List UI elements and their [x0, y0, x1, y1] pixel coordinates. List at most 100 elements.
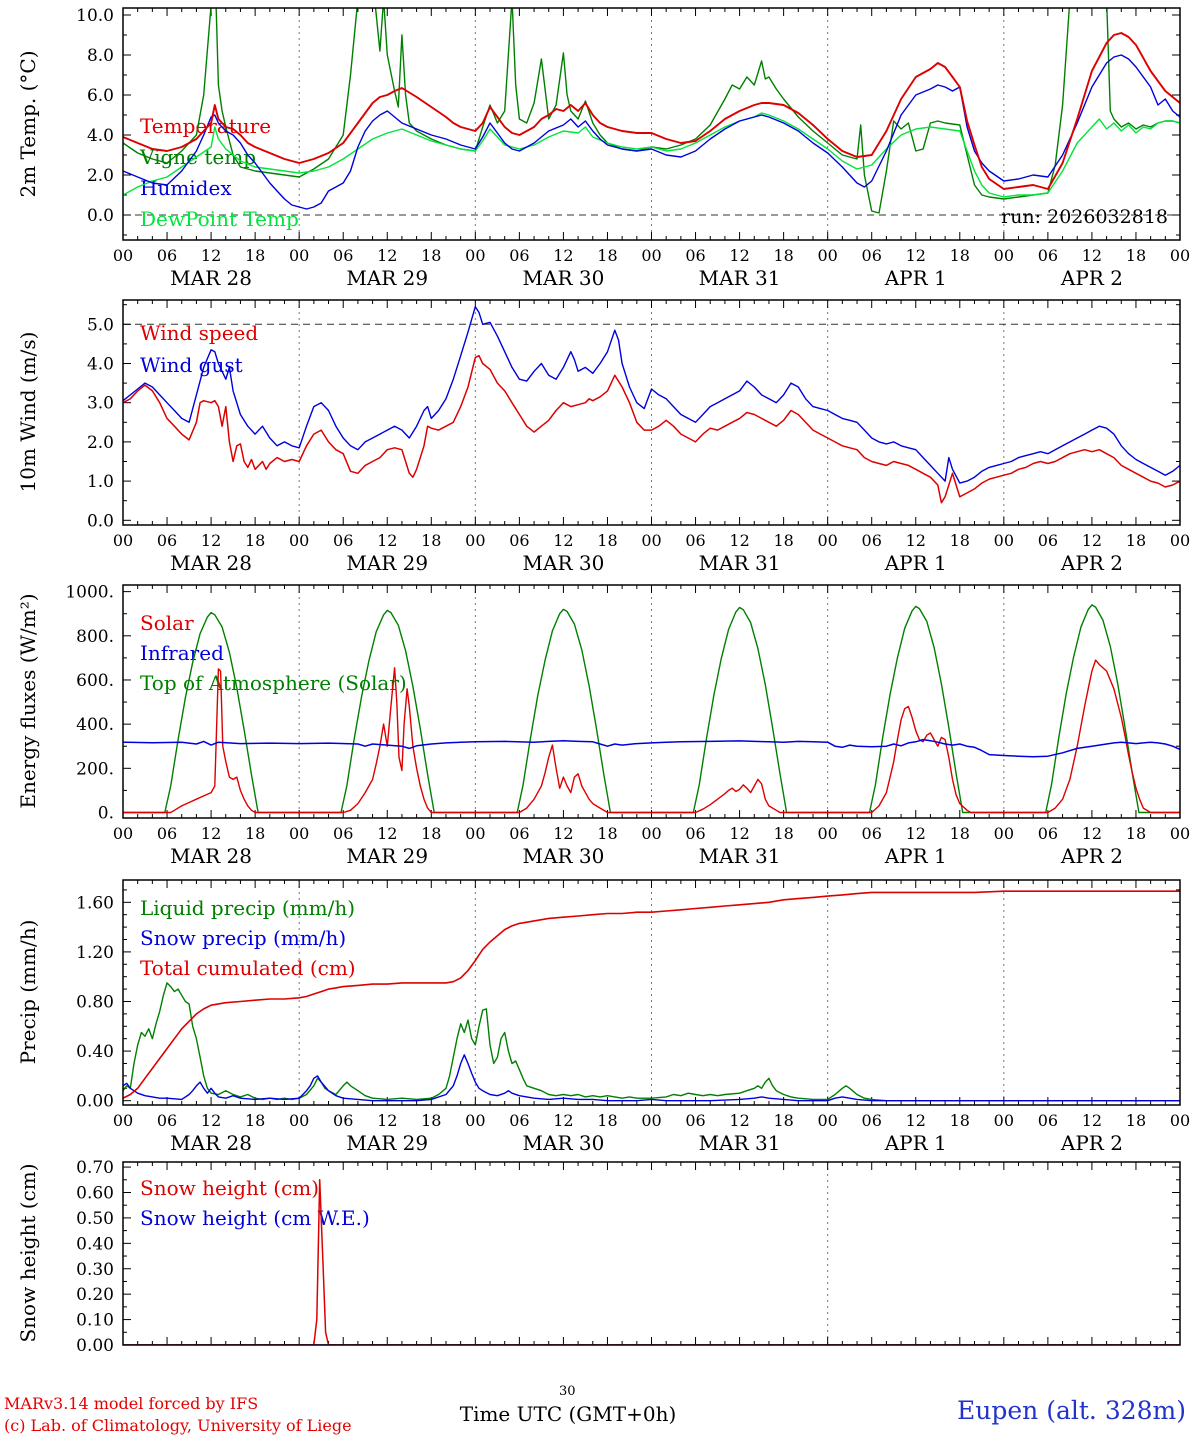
hour-tick-label: 00	[994, 1111, 1014, 1130]
hour-tick-label: 06	[685, 531, 705, 550]
hour-tick-label: 12	[377, 531, 397, 550]
legend-total-cumulated-cm: Total cumulated (cm)	[140, 956, 356, 980]
credit-line-2: (c) Lab. of Climatology, University of L…	[4, 1416, 352, 1435]
day-label: APR 1	[884, 266, 947, 290]
hour-tick-label: 18	[421, 246, 441, 265]
hour-tick-label: 00	[113, 1111, 133, 1130]
day-label: MAR 28	[170, 551, 252, 575]
hour-tick-label: 06	[509, 531, 529, 550]
hour-tick-label: 06	[333, 1111, 353, 1130]
hour-tick-label: 12	[377, 246, 397, 265]
day-label: MAR 29	[346, 844, 428, 868]
hour-tick-label: 18	[597, 531, 617, 550]
hour-tick-label: 00	[1170, 531, 1190, 550]
plot-frame	[122, 1161, 1181, 1346]
legend-liquid-precip-mm-h: Liquid precip (mm/h)	[140, 896, 355, 920]
hour-tick-label: 12	[377, 824, 397, 843]
hour-tick-label: 00	[817, 246, 837, 265]
hour-tick-label: 18	[1126, 824, 1146, 843]
hour-tick-label: 12	[553, 1111, 573, 1130]
x-axis-title: Time UTC (GMT+0h)	[459, 1402, 677, 1426]
hour-tick-label: 06	[685, 246, 705, 265]
hour-tick-label: 12	[201, 824, 221, 843]
y-tick-label: 0.40	[76, 1042, 114, 1062]
panel-snow-height: 0.70 0.60 0.50 0.40 0.30 0.20 0.10 0.00 Snow hei…	[76, 1158, 1181, 1356]
hour-tick-label: 12	[1082, 1111, 1102, 1130]
hour-tick-label: 12	[1082, 246, 1102, 265]
day-label: APR 2	[1060, 266, 1123, 290]
hour-tick-label: 18	[773, 246, 793, 265]
legend-snow-height-cm-w-e: Snow height (cm W.E.)	[140, 1206, 370, 1230]
hour-tick-label: 12	[201, 531, 221, 550]
hour-tick-label: 06	[862, 531, 882, 550]
y-tick-label: 4.0	[87, 355, 114, 375]
legend-temperature: Temperature	[140, 114, 271, 138]
hour-tick-label: 18	[773, 1111, 793, 1130]
hour-tick-label: 18	[597, 246, 617, 265]
hour-tick-label: 00	[641, 531, 661, 550]
y-tick-label: 0.00	[76, 1092, 114, 1112]
hour-tick-label: 06	[862, 824, 882, 843]
hour-tick-label: 06	[1038, 1111, 1058, 1130]
hour-tick-label: 18	[421, 1111, 441, 1130]
y-tick-label: 0.80	[76, 992, 114, 1012]
hour-tick-label: 12	[906, 1111, 926, 1130]
hour-tick-label: 18	[597, 824, 617, 843]
y-tick-label: 4.0	[87, 126, 114, 146]
hour-tick-label: 00	[289, 246, 309, 265]
series-infrared	[123, 738, 1180, 758]
hour-tick-label: 06	[862, 246, 882, 265]
hour-tick-label: 06	[509, 1111, 529, 1130]
hour-tick-label: 00	[289, 824, 309, 843]
hour-tick-label: 06	[862, 1111, 882, 1130]
hour-tick-label: 00	[465, 246, 485, 265]
day-label: MAR 29	[346, 1131, 428, 1155]
hour-tick-label: 18	[950, 246, 970, 265]
hour-tick-label: 18	[950, 824, 970, 843]
series-liquid-precip	[123, 982, 1180, 1102]
plot-frame	[122, 299, 1181, 526]
hour-tick-label: 18	[421, 531, 441, 550]
hour-tick-label: 00	[465, 824, 485, 843]
hour-tick-label: 00	[817, 531, 837, 550]
hour-tick-label: 06	[157, 246, 177, 265]
x-axis-note: 30	[559, 1384, 576, 1399]
hour-tick-label: 18	[950, 1111, 970, 1130]
hour-tick-label: 00	[113, 531, 133, 550]
y-axis-label-precip: Precip (mm/h)	[16, 919, 40, 1065]
hour-tick-label: 06	[1038, 246, 1058, 265]
y-tick-label: 1.20	[76, 943, 114, 963]
hour-tick-label: 12	[906, 824, 926, 843]
day-label: MAR 30	[523, 844, 605, 868]
hour-tick-label: 12	[729, 246, 749, 265]
legend-snow-precip-mm-h: Snow precip (mm/h)	[140, 926, 346, 950]
hour-tick-label: 18	[421, 824, 441, 843]
y-tick-label: 0.10	[76, 1311, 114, 1331]
legend-snow-height-cm: Snow height (cm)	[140, 1176, 319, 1200]
day-label: MAR 28	[170, 1131, 252, 1155]
hour-tick-label: 12	[201, 246, 221, 265]
hour-tick-label: 06	[157, 824, 177, 843]
hour-tick-label: 18	[773, 531, 793, 550]
plot-frame	[122, 584, 1181, 819]
series-snow-height	[123, 1179, 1180, 1345]
y-tick-label: 0.20	[76, 1285, 114, 1305]
hour-tick-label: 18	[1126, 1111, 1146, 1130]
day-label: MAR 29	[346, 551, 428, 575]
hour-tick-label: 12	[906, 246, 926, 265]
hour-tick-label: 00	[994, 531, 1014, 550]
y-tick-label: 8.0	[87, 46, 114, 66]
panel-temperature: 00 06 12 18 00 06 12 18 00 06 12 18 00 06 12 18 00 06 12 18…	[76, 6, 1190, 290]
hour-tick-label: 00	[465, 1111, 485, 1130]
legend-dewpoint-temp: DewPoint Temp	[140, 207, 299, 231]
hour-tick-label: 12	[729, 531, 749, 550]
y-tick-label: 10.0	[76, 6, 114, 26]
hour-tick-label: 12	[729, 824, 749, 843]
legend-wind-gust: Wind gust	[140, 353, 243, 377]
hour-tick-label: 06	[157, 1111, 177, 1130]
hour-tick-label: 00	[817, 824, 837, 843]
day-label: APR 2	[1060, 844, 1123, 868]
hour-tick-label: 12	[553, 824, 573, 843]
day-label: APR 1	[884, 844, 947, 868]
day-label: APR 1	[884, 1131, 947, 1155]
